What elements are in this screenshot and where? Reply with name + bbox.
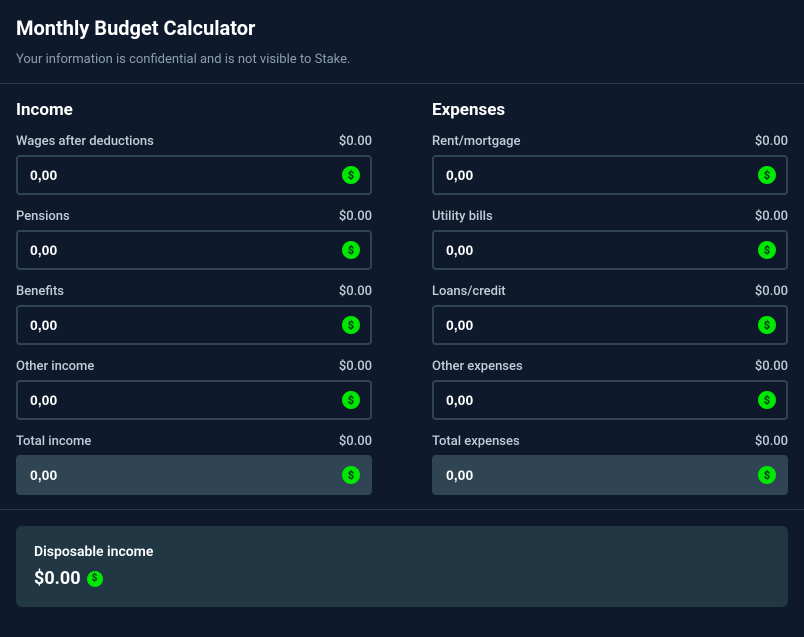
rent-display: $0.00 bbox=[755, 134, 788, 149]
income-heading: Income bbox=[16, 100, 372, 120]
loans-input[interactable] bbox=[432, 305, 788, 345]
budget-calculator: Monthly Budget Calculator Your informati… bbox=[0, 0, 804, 623]
field-header: Pensions $0.00 bbox=[16, 209, 372, 224]
columns-wrapper: Income Wages after deductions $0.00 Pens… bbox=[16, 100, 788, 509]
rent-input[interactable] bbox=[432, 155, 788, 195]
other-expenses-label: Other expenses bbox=[432, 359, 523, 374]
benefits-display: $0.00 bbox=[339, 284, 372, 299]
loans-label: Loans/credit bbox=[432, 284, 506, 299]
pensions-field: Pensions $0.00 bbox=[16, 209, 372, 270]
page-title: Monthly Budget Calculator bbox=[16, 16, 788, 40]
loans-field: Loans/credit $0.00 bbox=[432, 284, 788, 345]
rent-field: Rent/mortgage $0.00 bbox=[432, 134, 788, 195]
input-wrapper bbox=[16, 305, 372, 345]
input-wrapper bbox=[432, 230, 788, 270]
other-income-display: $0.00 bbox=[339, 359, 372, 374]
field-header: Total expenses $0.00 bbox=[432, 434, 788, 449]
total-income-label: Total income bbox=[16, 434, 91, 449]
other-income-label: Other income bbox=[16, 359, 94, 374]
total-expenses-label: Total expenses bbox=[432, 434, 520, 449]
utility-input[interactable] bbox=[432, 230, 788, 270]
expenses-column: Expenses Rent/mortgage $0.00 Utility bil… bbox=[432, 100, 788, 509]
total-income-field: Total income $0.00 bbox=[16, 434, 372, 495]
other-expenses-display: $0.00 bbox=[755, 359, 788, 374]
input-wrapper bbox=[432, 155, 788, 195]
total-income-input bbox=[16, 455, 372, 495]
loans-display: $0.00 bbox=[755, 284, 788, 299]
field-header: Other expenses $0.00 bbox=[432, 359, 788, 374]
disposable-value: $0.00 bbox=[34, 568, 81, 589]
input-wrapper bbox=[432, 380, 788, 420]
benefits-label: Benefits bbox=[16, 284, 64, 299]
divider bbox=[0, 509, 804, 510]
page-subtitle: Your information is confidential and is … bbox=[16, 52, 788, 67]
utility-field: Utility bills $0.00 bbox=[432, 209, 788, 270]
wages-label: Wages after deductions bbox=[16, 134, 154, 149]
total-expenses-display: $0.00 bbox=[755, 434, 788, 449]
input-wrapper bbox=[16, 155, 372, 195]
input-wrapper bbox=[432, 305, 788, 345]
utility-display: $0.00 bbox=[755, 209, 788, 224]
rent-label: Rent/mortgage bbox=[432, 134, 520, 149]
wages-input[interactable] bbox=[16, 155, 372, 195]
other-income-field: Other income $0.00 bbox=[16, 359, 372, 420]
divider bbox=[0, 83, 804, 84]
dollar-icon bbox=[87, 571, 103, 587]
pensions-input[interactable] bbox=[16, 230, 372, 270]
field-header: Wages after deductions $0.00 bbox=[16, 134, 372, 149]
income-column: Income Wages after deductions $0.00 Pens… bbox=[16, 100, 372, 509]
field-header: Rent/mortgage $0.00 bbox=[432, 134, 788, 149]
field-header: Loans/credit $0.00 bbox=[432, 284, 788, 299]
input-wrapper bbox=[16, 455, 372, 495]
disposable-income-box: Disposable income $0.00 bbox=[16, 526, 788, 607]
field-header: Benefits $0.00 bbox=[16, 284, 372, 299]
total-expenses-input bbox=[432, 455, 788, 495]
input-wrapper bbox=[16, 230, 372, 270]
total-income-display: $0.00 bbox=[339, 434, 372, 449]
input-wrapper bbox=[16, 380, 372, 420]
field-header: Total income $0.00 bbox=[16, 434, 372, 449]
utility-label: Utility bills bbox=[432, 209, 493, 224]
total-expenses-field: Total expenses $0.00 bbox=[432, 434, 788, 495]
other-income-input[interactable] bbox=[16, 380, 372, 420]
field-header: Other income $0.00 bbox=[16, 359, 372, 374]
input-wrapper bbox=[432, 455, 788, 495]
expenses-heading: Expenses bbox=[432, 100, 788, 120]
wages-display: $0.00 bbox=[339, 134, 372, 149]
benefits-field: Benefits $0.00 bbox=[16, 284, 372, 345]
wages-field: Wages after deductions $0.00 bbox=[16, 134, 372, 195]
pensions-label: Pensions bbox=[16, 209, 70, 224]
other-expenses-field: Other expenses $0.00 bbox=[432, 359, 788, 420]
disposable-label: Disposable income bbox=[34, 544, 770, 560]
disposable-value-row: $0.00 bbox=[34, 568, 770, 589]
pensions-display: $0.00 bbox=[339, 209, 372, 224]
field-header: Utility bills $0.00 bbox=[432, 209, 788, 224]
other-expenses-input[interactable] bbox=[432, 380, 788, 420]
benefits-input[interactable] bbox=[16, 305, 372, 345]
